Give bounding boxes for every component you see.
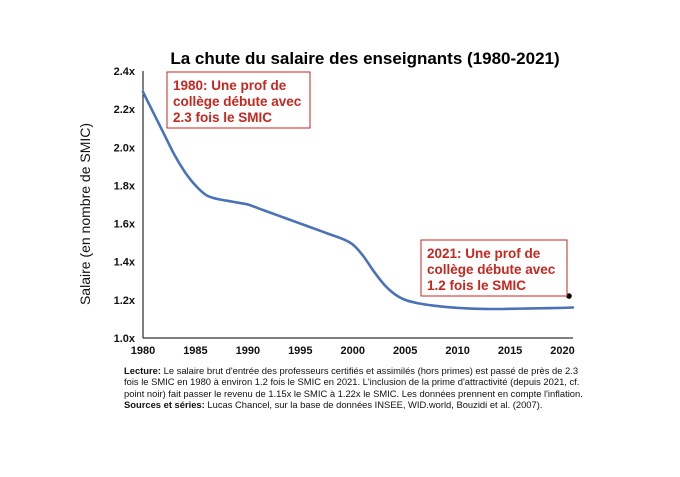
- y-tick-label: 1.6x: [114, 219, 136, 231]
- caption-sources-text: Lucas Chancel, sur la base de données IN…: [204, 399, 543, 411]
- annotation-2021-line-1: 2021: Une prof de: [427, 246, 541, 261]
- annotation-1980-line-2: collège débute avec: [173, 94, 302, 109]
- x-tick-label: 2000: [341, 345, 365, 357]
- annotation-1980: 1980: Une prof de collège débute avec 2.…: [166, 71, 311, 129]
- annotation-2021-line-3: 1.2 fois le SMIC: [427, 278, 526, 293]
- chart-title: La chute du salaire des enseignants (198…: [170, 49, 559, 68]
- x-tick-label: 1990: [236, 345, 260, 357]
- series-line-salaire: [141, 90, 575, 311]
- annotation-1980-box: [166, 71, 311, 129]
- annotation-2021-line-2: collège débute avec: [427, 262, 556, 277]
- annotation-2021: 2021: Une prof de collège débute avec 1.…: [420, 239, 568, 297]
- y-tick-label: 2.0x: [114, 142, 136, 154]
- caption-lecture-label: Lecture:: [124, 365, 161, 376]
- annotation-1980-line-1: 1980: Une prof de: [173, 78, 287, 93]
- x-tick-label: 1985: [183, 345, 207, 357]
- x-tick-label: 2020: [550, 345, 574, 357]
- y-tick-label: 1.4x: [114, 257, 136, 269]
- y-tick-label: 2.4x: [114, 66, 136, 78]
- annotation-1980-line-3: 2.3 fois le SMIC: [173, 110, 272, 125]
- chart-caption: Lecture: Le salaire brut d'entrée des pr…: [124, 365, 594, 411]
- x-tick-label: 2015: [498, 345, 522, 357]
- prime-attractivite-point: [566, 293, 572, 299]
- y-axis-ticks: 1.0x 1.2x 1.4x 1.6x 1.8x 2.0x 2.2x 2.4x: [114, 66, 136, 345]
- annotation-2021-box: [420, 239, 568, 297]
- y-tick-label: 1.0x: [114, 333, 136, 345]
- x-tick-label: 1980: [131, 345, 155, 357]
- caption-lecture-text: Le salaire brut d'entrée des professeurs…: [124, 365, 583, 399]
- y-tick-label: 1.2x: [114, 295, 136, 307]
- x-axis-ticks: 1980 1985 1990 1995 2000 2005 2010 2015 2020: [131, 345, 575, 357]
- x-tick-label: 1995: [288, 345, 312, 357]
- prime-attractivite-points: [566, 293, 572, 299]
- caption-sources-label: Sources et séries:: [124, 399, 205, 411]
- y-tick-label: 1.8x: [114, 180, 136, 192]
- x-tick-label: 2005: [393, 345, 417, 357]
- y-axis-label: Salaire (en nombre de SMIC): [77, 123, 93, 305]
- x-tick-label: 2010: [445, 345, 469, 357]
- y-tick-label: 2.2x: [114, 104, 136, 116]
